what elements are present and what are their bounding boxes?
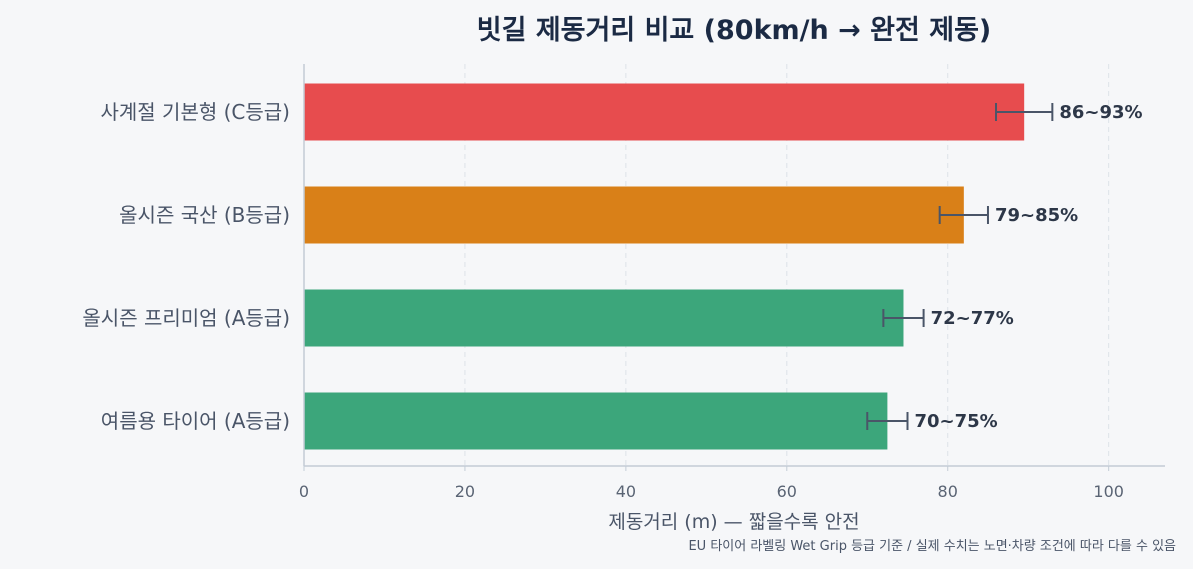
bar	[304, 289, 904, 347]
x-tick-label: 40	[616, 482, 636, 501]
chart-title: 빗길 제동거리 비교 (80km/h → 완전 제동)	[477, 15, 992, 46]
bars: 86~93% 79~85% 72~77% 70~75%	[304, 83, 1143, 450]
x-tick-label: 60	[777, 482, 797, 501]
data-label: 70~75%	[915, 411, 998, 432]
y-category-label: 올시즌 프리미엄 (A등급)	[82, 306, 290, 330]
bar	[304, 392, 888, 450]
x-axis-label: 제동거리 (m) — 짧을수록 안전	[608, 511, 859, 533]
y-category-label: 여름용 타이어 (A등급)	[101, 409, 290, 433]
x-tick-label: 20	[455, 482, 475, 501]
data-label: 79~85%	[995, 205, 1078, 226]
footnote: EU 타이어 라벨링 Wet Grip 등급 기준 / 실제 수치는 노면·차량…	[688, 539, 1176, 554]
x-tick-label: 100	[1093, 482, 1124, 501]
y-category-label: 올시즌 국산 (B등급)	[119, 203, 290, 227]
y-category-label: 사계절 기본형 (C등급)	[101, 100, 291, 124]
bar	[304, 186, 964, 244]
x-tick-label: 80	[938, 482, 958, 501]
data-label: 86~93%	[1059, 102, 1142, 123]
x-tick-label: 0	[299, 482, 309, 501]
bar	[304, 83, 1025, 141]
axes: 0 20 40 60 80 100 사계절 기본형 (C등급) 올시즌 국산 (B등급) 올시즌…	[82, 64, 1165, 501]
data-label: 72~77%	[931, 308, 1014, 329]
